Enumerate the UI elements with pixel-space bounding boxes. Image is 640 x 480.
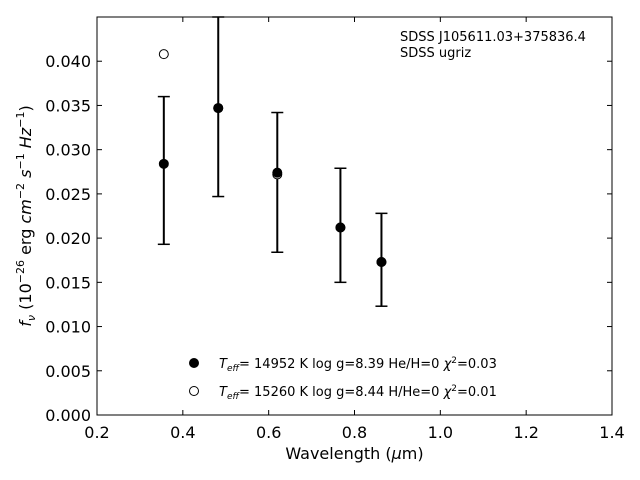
x-axis-label: Wavelength (μm) [285,444,423,463]
y-tick-label: 0.010 [45,318,91,337]
legend-entry-h-he: Teff= 15260 K log g=8.44 H/He=0 χ2=0.01 [219,384,497,402]
filter-set-annotation: SDSS ugriz [400,46,471,61]
x-tick-label: 0.4 [170,423,195,442]
x-tick-label: 0.6 [256,423,281,442]
x-tick-label: 0.2 [84,423,109,442]
legend-marker-filled [189,358,199,368]
error-bar [271,111,284,254]
y-axis-ticks: 0.000 0.005 0.010 0.015 0.020 0.025 0.030 0.035… [45,52,612,425]
model-point-he-h [272,167,283,178]
model-point-he-h [376,256,387,267]
error-bar [157,95,170,246]
model-point-h-he [158,49,169,60]
y-tick-label: 0.030 [45,141,91,160]
model-point-he-h [335,222,346,233]
y-axis-label: fν (10−26 erg cm−2 s−1 Hz−1) [14,105,38,326]
legend: Teff= 14952 K log g=8.39 He/H=0 χ2=0.03 … [189,356,497,402]
x-tick-label: 1.4 [599,423,624,442]
x-tick-label: 1.2 [513,423,538,442]
legend-entry-he-h: Teff= 14952 K log g=8.39 He/H=0 χ2=0.03 [219,356,497,374]
plot-area: 0.2 0.4 0.6 0.8 1.0 1.2 1.4 0.0000.0050.0100.0… [45,16,625,442]
model-point-he-h [158,158,169,169]
object-name-annotation: SDSS J105611.03+375836.4 [400,30,586,45]
x-axis-ticks: 0.2 0.4 0.6 0.8 1.0 1.2 1.4 [84,17,625,442]
model-point-he-h [213,103,224,114]
y-tick-label: 0.040 [45,52,91,71]
x-tick-label: 0.8 [342,423,367,442]
y-tick-label: 0.015 [45,273,91,292]
data-points [158,49,387,267]
x-tick-label: 1.0 [428,423,453,442]
y-tick-label: 0.035 [45,96,91,115]
plot-frame [96,16,613,416]
y-tick-label: 0.005 [45,362,91,381]
error-bars [157,16,388,307]
y-tick-label: 0.025 [45,185,91,204]
legend-marker-open [189,386,199,396]
y-tick-label: 0.020 [45,229,91,248]
y-tick-label: 0.000 [45,406,91,425]
